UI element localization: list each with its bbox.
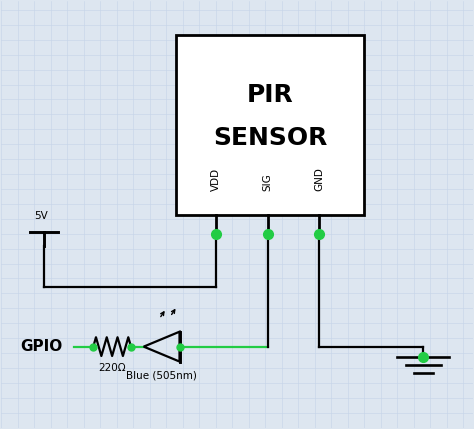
Text: SIG: SIG: [263, 173, 273, 191]
Text: Blue (505nm): Blue (505nm): [126, 370, 197, 380]
Text: PIR: PIR: [246, 83, 293, 107]
Text: 220Ω: 220Ω: [98, 363, 126, 373]
Text: 5V: 5V: [35, 211, 48, 221]
Text: GND: GND: [314, 167, 325, 191]
Bar: [176, 36, 364, 214]
Text: SENSOR: SENSOR: [213, 126, 327, 150]
Text: GPIO: GPIO: [20, 339, 63, 354]
Text: VDD: VDD: [211, 168, 221, 191]
